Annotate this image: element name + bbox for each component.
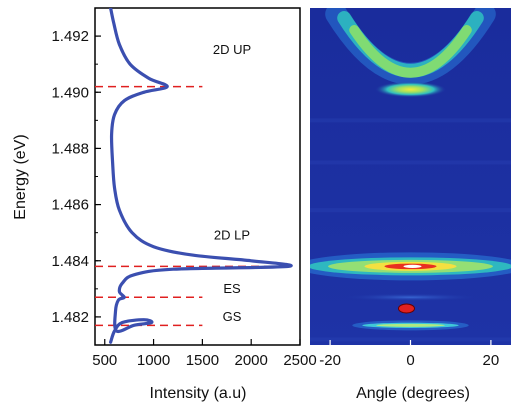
background-band: [310, 118, 511, 123]
gs-band: [352, 320, 469, 331]
peak-label: GS: [223, 309, 242, 324]
angle-tick-label: 20: [483, 352, 500, 369]
red-marker: [397, 303, 415, 314]
peak-label: ES: [223, 281, 241, 296]
intensity-tick-label: 500: [92, 352, 117, 369]
energy-tick-label: 1.492: [51, 28, 89, 45]
peak-annotations: 2D UP 2D LP ES GS: [213, 42, 251, 324]
energy-axis-title: Energy (eV): [12, 134, 29, 219]
angle-resolved-map-panel: -20 0 20 Angle (degrees): [310, 8, 511, 402]
energy-tick-label: 1.490: [51, 84, 89, 101]
spectrum-panel: 2D UP 2D LP ES GS 1.482 1.484 1.486 1.488 1.490…: [12, 7, 317, 402]
intensity-axis-title: Intensity (a.u): [150, 385, 247, 402]
angle-axis-title: Angle (degrees): [356, 385, 470, 402]
peak-label: 2D UP: [213, 42, 251, 57]
spectrum-line: [109, 8, 293, 344]
energy-axis: 1.482 1.484 1.486 1.488 1.490 1.492: [51, 7, 101, 346]
map-features: [310, 8, 511, 342]
energy-tick-label: 1.486: [51, 197, 89, 214]
background-band: [310, 337, 511, 342]
intensity-tick-label: 2000: [235, 352, 268, 369]
background-band: [310, 160, 511, 165]
lower-polariton-band: [310, 252, 511, 281]
angle-tick-label: 0: [406, 352, 414, 369]
intensity-tick-label: 1000: [137, 352, 170, 369]
angle-tick-label: -20: [319, 352, 341, 369]
intensity-axis: 500 1000 1500 2000 2500: [92, 339, 317, 369]
background-band: [310, 208, 511, 213]
spectrum-series: [109, 8, 293, 344]
energy-tick-label: 1.488: [51, 140, 89, 157]
es-band: [338, 293, 483, 302]
intensity-tick-label: 2500: [283, 352, 316, 369]
energy-tick-label: 1.484: [51, 253, 89, 270]
energy-tick-label: 1.482: [51, 309, 89, 326]
upper-polariton-band: [325, 8, 496, 98]
intensity-tick-label: 1500: [186, 352, 219, 369]
peak-label: 2D LP: [214, 227, 250, 242]
angle-axis: -20 0 20: [319, 340, 499, 369]
